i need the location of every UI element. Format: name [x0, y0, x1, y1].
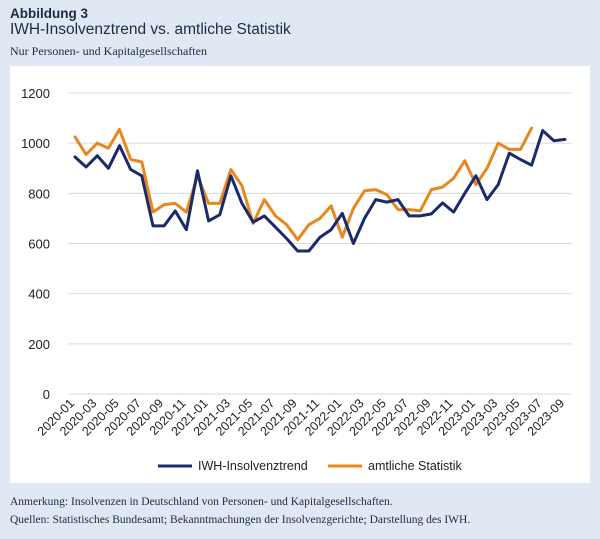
series-line-iwh	[73, 129, 567, 253]
legend-amtlich-label: amtliche Statistik	[368, 459, 463, 473]
series-line-amtlich	[73, 126, 534, 242]
sources-note: Quellen: Statistisches Bundesamt; Bekann…	[10, 514, 471, 526]
figure-title: IWH-Insolvenztrend vs. amtliche Statisti…	[10, 21, 291, 38]
y-tick-label: 800	[28, 186, 50, 201]
y-tick-label: 200	[28, 337, 50, 352]
figure-subtitle: Nur Personen- und Kapitalgesellschaften	[10, 44, 207, 58]
figure-label: Abbildung 3	[10, 6, 88, 21]
line-chart: 0200400600800100012002020-012020-032020-…	[21, 86, 572, 473]
y-tick-label: 600	[28, 237, 50, 252]
y-tick-label: 1000	[21, 136, 50, 151]
y-tick-label: 1200	[21, 86, 50, 101]
chart-panel: 0 200 400 600 800 1000 1200 2020-01 2020-03 2020-…	[10, 66, 590, 483]
y-tick-label: 400	[28, 287, 50, 302]
legend-iwh-label: IWH-Insolvenztrend	[198, 459, 308, 473]
y-tick-label: 0	[43, 387, 50, 402]
remark-note: Anmerkung: Insolvenzen in Deutschland vo…	[10, 496, 393, 508]
